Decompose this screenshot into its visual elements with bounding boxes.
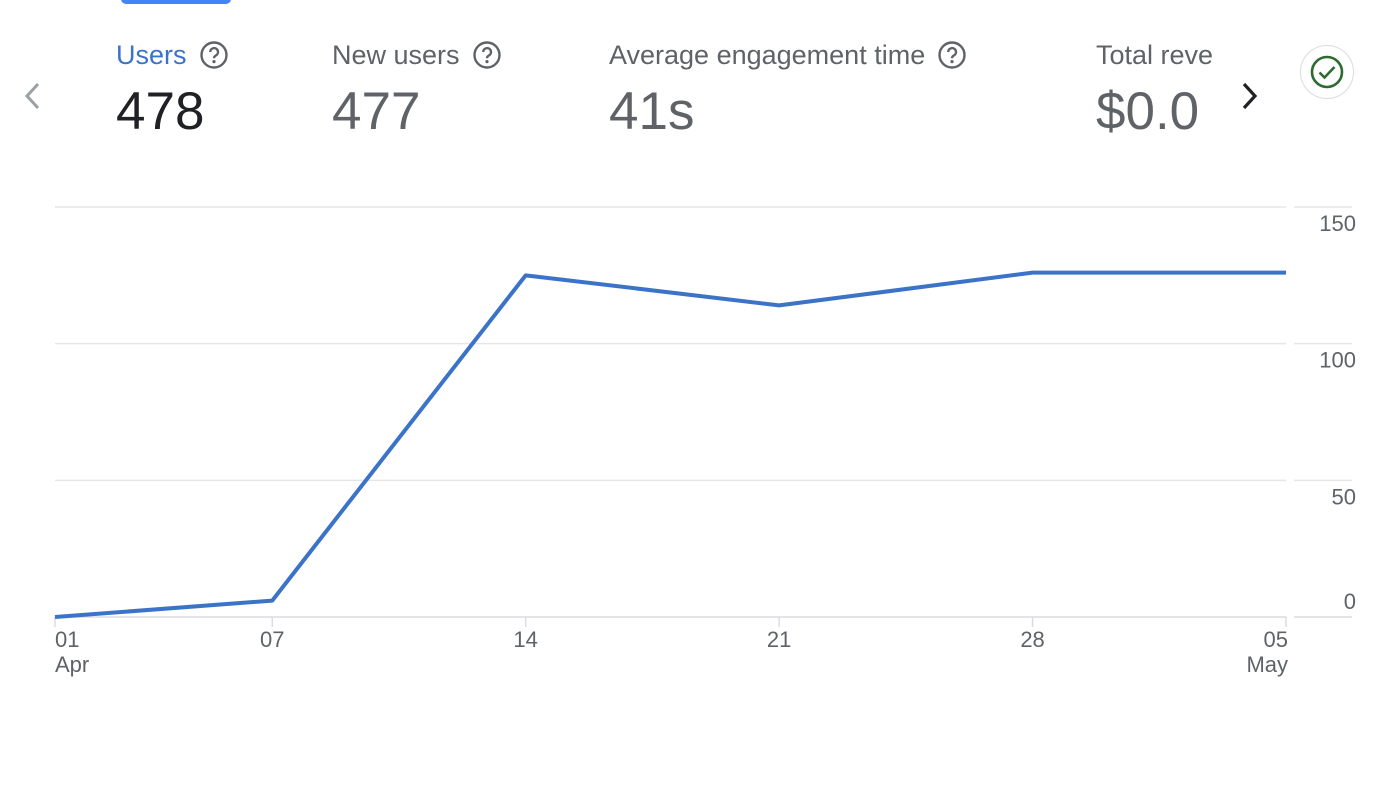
check-circle-icon — [1310, 55, 1344, 89]
status-badge[interactable] — [1300, 45, 1354, 99]
y-tick-label: 100 — [1319, 348, 1356, 373]
x-tick-label: 14 — [513, 627, 537, 652]
x-tick-label: 21 — [767, 627, 791, 652]
next-metrics-button[interactable] — [1230, 76, 1270, 116]
x-tick-month-label: May — [1246, 652, 1288, 677]
metric-label: Average engagement time — [609, 38, 967, 72]
help-circle-icon[interactable] — [937, 40, 967, 70]
metric-label-text: Users — [116, 39, 187, 70]
help-circle-icon[interactable] — [199, 40, 229, 70]
series-line-users — [54, 270, 1286, 619]
metric-new-users[interactable]: New users 477 — [332, 38, 502, 140]
active-tab-indicator — [121, 0, 231, 4]
metric-value: 478 — [116, 82, 205, 141]
chevron-left-icon — [24, 82, 40, 110]
y-tick-label: 0 — [1344, 589, 1356, 614]
metric-value: $0.0 — [1096, 82, 1200, 140]
metric-label-text: New users — [332, 39, 460, 70]
metric-users[interactable]: Users 478 — [116, 38, 229, 140]
metric-label: New users — [332, 38, 502, 72]
x-tick-label: 05 — [1264, 627, 1288, 652]
metric-average-engagement-time[interactable]: Average engagement time 41s — [609, 38, 967, 140]
metric-label: Users — [116, 38, 229, 72]
metric-label: Total reve — [1096, 38, 1212, 72]
chevron-right-icon — [1242, 82, 1258, 110]
y-tick-label: 50 — [1332, 484, 1356, 509]
metric-total-revenue[interactable]: Total reve $0.0 — [1096, 38, 1212, 140]
metric-value: 41s — [609, 82, 695, 141]
metric-label-text: Total reve — [1096, 39, 1212, 70]
x-tick-label: 07 — [260, 627, 284, 652]
metric-label-text: Average engagement time — [609, 39, 926, 70]
x-tick-month-label: Apr — [55, 652, 89, 677]
previous-metrics-button[interactable] — [14, 76, 54, 116]
y-tick-label: 150 — [1319, 211, 1356, 236]
metric-value: 477 — [332, 82, 421, 141]
help-circle-icon[interactable] — [472, 40, 502, 70]
x-tick-label: 28 — [1020, 627, 1044, 652]
x-tick-label: 01 — [55, 627, 79, 652]
